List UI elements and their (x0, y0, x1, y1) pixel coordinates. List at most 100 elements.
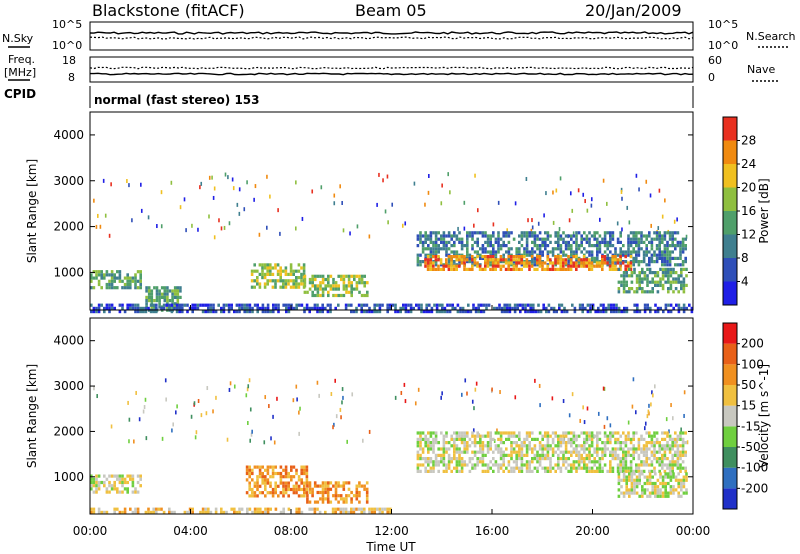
data-cell (300, 282, 303, 286)
data-cell (455, 460, 459, 464)
data-cell (378, 306, 382, 310)
data-cell (598, 240, 602, 244)
data-cell (507, 231, 511, 235)
data-cell (181, 306, 184, 310)
data-cell (681, 447, 685, 451)
data-cell (520, 267, 523, 271)
data-cell (593, 264, 596, 268)
data-cell (651, 475, 654, 479)
data-cell (529, 303, 532, 307)
data-cell (661, 263, 664, 267)
data-cell (92, 507, 96, 511)
data-cell (609, 231, 612, 235)
data-cell (663, 437, 667, 441)
data-cell (394, 306, 397, 310)
data-cell (481, 256, 485, 260)
data-cell (679, 469, 682, 473)
data-cell (484, 267, 487, 271)
data-cell (261, 471, 264, 476)
data-cell (147, 289, 151, 293)
data-cell (92, 310, 96, 314)
data-cell (635, 277, 639, 281)
data-cell (205, 411, 208, 416)
data-cell (437, 237, 440, 241)
x-tick-label: 16:00 (475, 524, 510, 538)
data-cell (484, 453, 487, 457)
data-cell (350, 287, 353, 291)
data-cell (577, 444, 581, 448)
data-cell (486, 431, 490, 435)
data-cell (155, 507, 158, 511)
data-cell (473, 437, 477, 441)
data-cell (90, 510, 93, 514)
data-cell (279, 231, 281, 236)
data-cell (245, 491, 249, 495)
data-cell (595, 261, 599, 265)
data-cell (510, 261, 513, 265)
data-cell (528, 253, 531, 257)
data-cell (597, 306, 600, 310)
data-cell (505, 466, 508, 470)
data-cell (313, 481, 317, 485)
data-cell (676, 256, 680, 260)
data-cell (246, 180, 248, 185)
data-cell (656, 274, 660, 278)
data-cell (544, 431, 547, 435)
data-cell (655, 256, 659, 260)
data-cell (638, 283, 641, 287)
data-cell (472, 303, 475, 307)
data-cell (295, 276, 298, 280)
data-cell (108, 233, 111, 238)
data-cell (134, 282, 137, 287)
data-cell (258, 282, 262, 286)
data-cell (685, 478, 688, 482)
data-cell (640, 240, 643, 244)
data-cell (629, 441, 633, 445)
data-cell (648, 271, 652, 275)
data-cell (512, 431, 516, 435)
data-cell (486, 463, 490, 467)
data-cell (92, 480, 96, 485)
data-cell (525, 466, 529, 470)
data-cell (313, 303, 317, 307)
data-cell (525, 237, 529, 241)
data-cell (287, 282, 290, 286)
data-cell (661, 287, 665, 291)
data-cell (677, 485, 680, 489)
velocity-ylabel: Slant Range [km] (25, 364, 39, 468)
data-cell (525, 247, 529, 251)
data-cell (466, 240, 469, 244)
data-cell (212, 310, 215, 314)
data-cell (647, 409, 650, 414)
data-cell (622, 475, 626, 479)
data-cell (471, 450, 474, 454)
data-cell (432, 247, 435, 251)
data-cell (659, 475, 662, 479)
data-cell (318, 306, 322, 310)
data-cell (620, 283, 623, 287)
data-cell (638, 310, 642, 314)
data-cell (598, 217, 601, 222)
data-cell (635, 234, 638, 238)
data-cell (153, 286, 156, 290)
data-cell (680, 280, 683, 284)
data-cell (476, 208, 479, 213)
data-cell (434, 453, 438, 457)
data-cell (450, 244, 453, 248)
data-cell (590, 203, 593, 208)
data-cell (648, 263, 651, 267)
colorbar-tick-label: -200 (741, 481, 768, 495)
data-cell (582, 258, 586, 262)
data-cell (173, 286, 177, 290)
colorbar-tick-label: 20 (741, 181, 756, 195)
data-cell (645, 234, 648, 238)
data-cell (100, 273, 103, 277)
data-cell (671, 460, 674, 464)
data-cell (645, 250, 648, 254)
data-cell (455, 466, 459, 470)
data-cell (502, 258, 505, 262)
data-cell (300, 510, 304, 514)
data-cell (447, 264, 451, 268)
data-cell (321, 293, 325, 298)
data-cell (481, 457, 485, 461)
